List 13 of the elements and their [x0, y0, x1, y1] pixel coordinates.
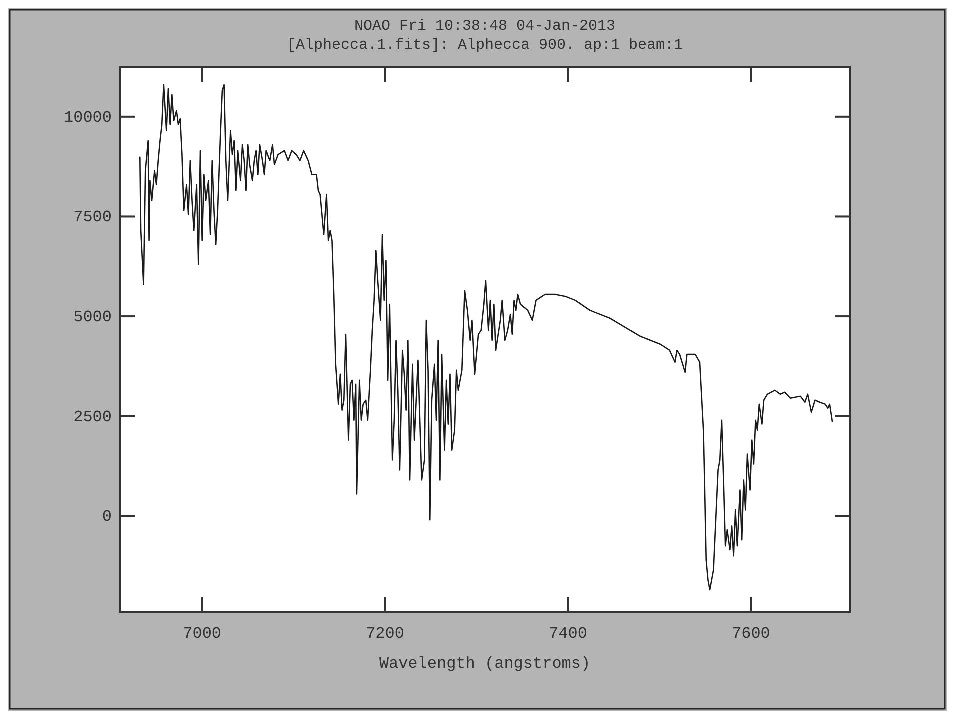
y-tick-label: 7500: [74, 208, 112, 227]
x-tick-label: 7400: [549, 625, 588, 643]
x-tick-label: 7000: [183, 625, 222, 643]
chart-title: NOAO Fri 10:38:48 04-Jan-2013: [354, 18, 616, 35]
line-series: [139, 84, 834, 591]
y-tick-label: 2500: [74, 408, 112, 426]
x-tick-label: 7600: [732, 625, 770, 643]
chart-subtitle: [Alphecca.1.fits]: Alphecca 900. ap:1 beam:1: [286, 37, 684, 54]
y-tick-label: 5000: [74, 308, 112, 327]
x-tick-label: 7200: [366, 625, 404, 643]
y-tick-label: 0: [102, 508, 112, 526]
x-axis-title: Wavelength (angstroms): [379, 655, 591, 673]
y-tick-label: 10000: [64, 108, 112, 127]
